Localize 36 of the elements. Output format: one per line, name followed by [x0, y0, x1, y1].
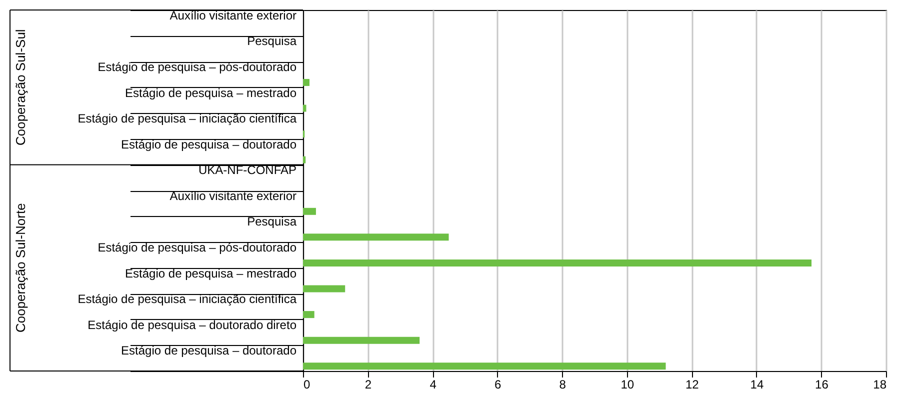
y-tick-label: Estágio de pesquisa – pós-doutorado: [98, 240, 297, 254]
text: Cooperação Sul-Sul: [13, 29, 28, 146]
text: Cooperação Sul-Norte: [13, 203, 28, 333]
x-tick-label: 2: [364, 378, 372, 392]
bar: [303, 362, 666, 370]
y-tick-label: Auxílio visitante exterior: [170, 8, 296, 22]
bar: [303, 259, 812, 266]
y-tick-label: Estágio de pesquisa – doutorado direto: [88, 318, 297, 332]
bar: [303, 78, 310, 86]
y-tick-label: Estágio de pesquisa – pós-doutorado: [98, 60, 297, 74]
bar: [303, 285, 346, 292]
y-tick-label: Estágio de pesquisa – mestrado: [125, 266, 297, 280]
bar: [303, 336, 420, 344]
bar: [303, 311, 314, 318]
x-tick-label: 16: [815, 378, 829, 392]
y-tick-label: Pesquisa: [247, 34, 297, 48]
x-tick-label: 18: [873, 378, 887, 392]
y-tick-label: Estágio de pesquisa – mestrado: [125, 86, 297, 100]
y-tick-label: Auxílio visitante exterior: [170, 188, 296, 203]
x-tick-label: 4: [430, 378, 437, 392]
bar: [303, 208, 316, 215]
bar: [303, 104, 306, 112]
x-tick-label: 10: [620, 378, 634, 392]
y-tick-label: UKA-NF-CONFAP: [198, 163, 296, 178]
x-tick-label: 6: [494, 378, 502, 392]
x-tick-label: 12: [685, 378, 700, 392]
y-tick-label: Estágio de pesquisa – iniciação científica: [78, 292, 297, 306]
x-tick-label: 0: [304, 378, 310, 392]
x-tick-label: 14: [750, 378, 764, 392]
y-tick-label: Estágio de pesquisa – iniciação científica: [78, 112, 297, 126]
x-tick-label: 8: [559, 378, 566, 392]
y-tick-label: Estágio de pesquisa – doutorado: [121, 344, 297, 358]
bar: [303, 156, 306, 164]
y-tick-label: Pesquisa: [247, 214, 297, 229]
y-tick-label: Estágio de pesquisa – doutorado: [121, 137, 297, 152]
bar: [303, 234, 449, 241]
